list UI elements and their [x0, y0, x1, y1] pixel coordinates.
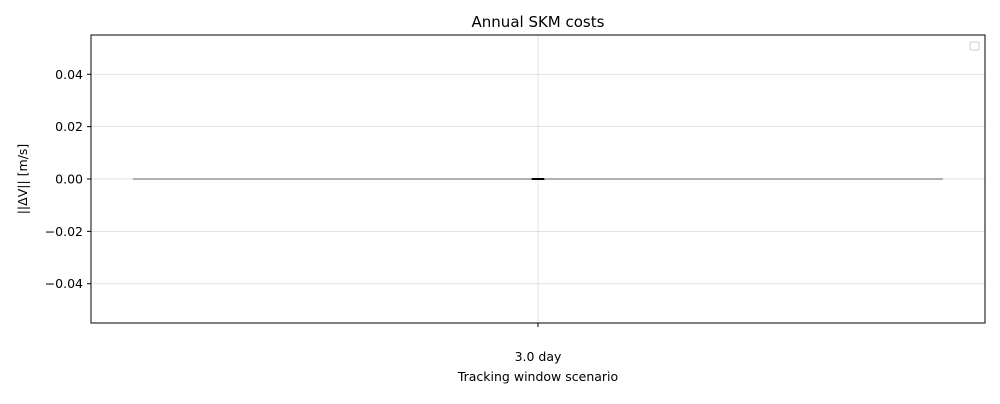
y-tick-label: −0.02	[45, 224, 83, 239]
x-tick-label: 3.0 day	[515, 349, 562, 364]
y-tick-label: −0.04	[45, 276, 83, 291]
x-axis-ticks: 3.0 day	[515, 323, 562, 364]
chart-marks	[133, 178, 943, 180]
legend-box	[969, 41, 980, 51]
y-tick-label: 0.02	[55, 119, 83, 134]
chart-title: Annual SKM costs	[472, 13, 605, 31]
x-axis-label: Tracking window scenario	[457, 369, 618, 384]
y-axis-ticks: −0.04 −0.02 0.00 0.02 0.04	[45, 67, 91, 291]
y-tick-label: 0.04	[55, 67, 83, 82]
y-axis-label: ||ΔV|| [m/s]	[15, 144, 30, 215]
y-tick-label: 0.00	[55, 172, 83, 187]
